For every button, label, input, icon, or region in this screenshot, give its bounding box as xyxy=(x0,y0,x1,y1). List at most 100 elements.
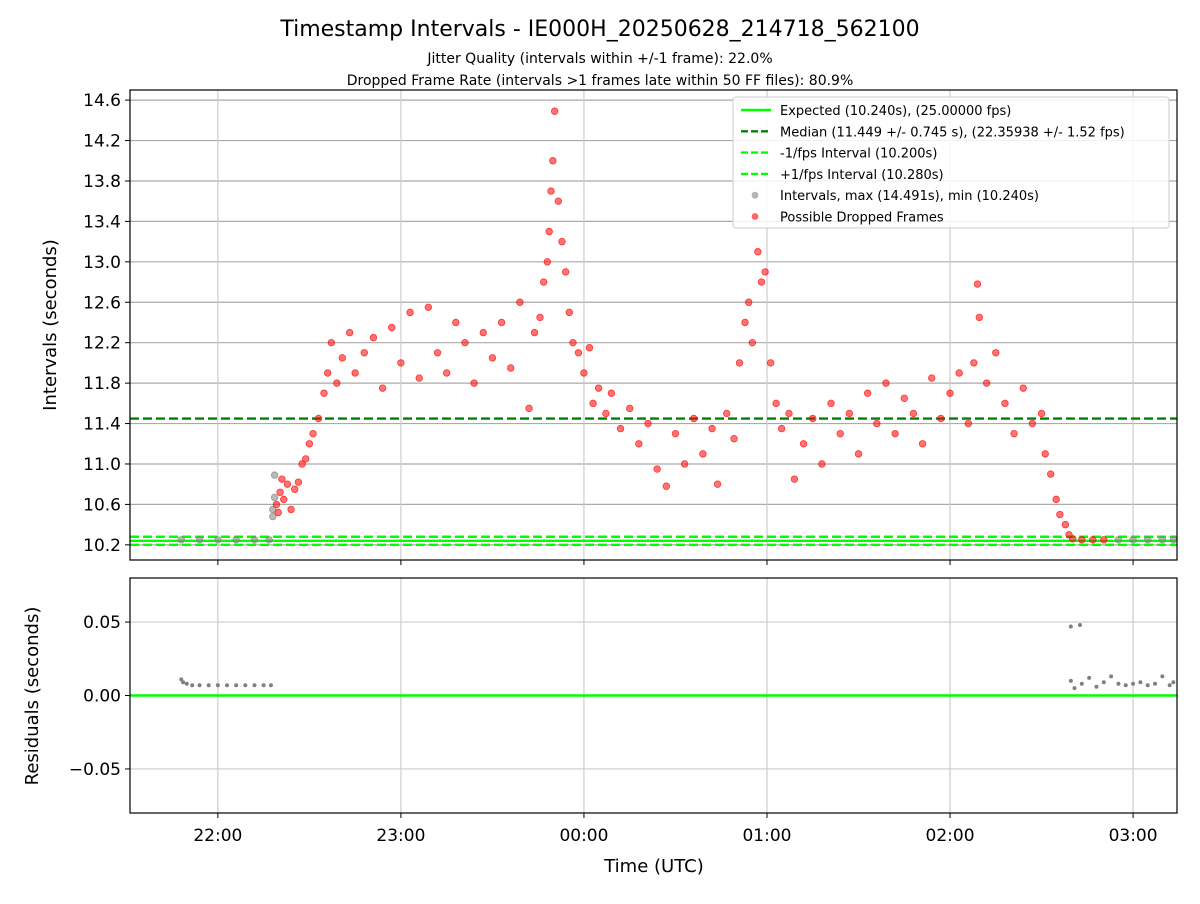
data-point xyxy=(766,359,775,367)
data-point xyxy=(369,333,378,342)
data-point xyxy=(265,536,273,544)
data-point xyxy=(1129,536,1137,544)
data-point xyxy=(565,308,574,317)
data-point xyxy=(1160,674,1165,679)
data-point xyxy=(1037,409,1046,418)
data-point xyxy=(280,495,288,504)
data-point xyxy=(181,680,186,685)
data-point xyxy=(298,460,306,468)
y-tick-label: 13.8 xyxy=(83,172,121,192)
data-point xyxy=(516,298,524,306)
data-point xyxy=(1052,495,1060,504)
data-point xyxy=(305,440,314,448)
data-point xyxy=(190,683,195,688)
data-point xyxy=(1114,536,1123,544)
x-tick-label: 22:00 xyxy=(193,826,242,846)
data-point xyxy=(309,429,317,438)
data-point xyxy=(818,460,826,468)
y-tick-label: 12.6 xyxy=(83,293,121,313)
y-tick-label: 11.0 xyxy=(83,455,121,475)
data-point xyxy=(547,187,555,195)
data-point xyxy=(291,485,299,493)
residuals-panel: −0.05 0.00 0.05 22:00 23:00 00:00 01:00 02:00 03… xyxy=(69,577,1178,846)
data-point xyxy=(1068,678,1073,683)
data-point xyxy=(975,313,984,322)
legend-label: Possible Dropped Frames xyxy=(780,211,944,226)
data-point xyxy=(388,323,396,332)
data-point xyxy=(197,683,202,688)
data-point xyxy=(836,429,844,438)
data-point xyxy=(397,359,405,367)
data-point xyxy=(507,364,515,372)
data-point xyxy=(554,197,563,205)
legend-box xyxy=(732,96,1170,229)
data-point xyxy=(406,308,414,317)
data-point xyxy=(757,278,766,286)
y-tick-label: 0.05 xyxy=(83,613,121,633)
data-point xyxy=(955,369,963,377)
data-point xyxy=(1138,680,1143,685)
data-point xyxy=(470,379,478,387)
data-point xyxy=(900,394,908,402)
data-point xyxy=(1078,536,1086,544)
data-point xyxy=(1089,536,1097,544)
y-tick-label: −0.05 xyxy=(69,760,121,780)
data-point xyxy=(970,359,978,367)
y-tick-label: 11.4 xyxy=(83,415,121,435)
y-tick-label: 11.8 xyxy=(83,374,121,394)
data-point xyxy=(735,359,744,367)
data-point xyxy=(1100,536,1108,544)
y-tick-label: 14.6 xyxy=(83,91,121,111)
data-point xyxy=(891,429,899,438)
data-point xyxy=(272,500,281,509)
data-point xyxy=(854,450,863,458)
data-point xyxy=(1144,536,1152,544)
data-point xyxy=(708,424,716,433)
data-point xyxy=(799,440,808,448)
data-point xyxy=(1087,675,1092,680)
data-point xyxy=(195,536,204,544)
data-point xyxy=(452,318,460,327)
data-point xyxy=(543,258,552,266)
data-point xyxy=(287,505,295,514)
data-point xyxy=(982,379,991,387)
data-point xyxy=(809,414,817,423)
data-point xyxy=(790,475,799,483)
data-point xyxy=(690,414,698,423)
data-point xyxy=(635,440,643,448)
data-point xyxy=(680,460,689,468)
data-point xyxy=(345,328,354,337)
legend-label: +1/fps Interval (10.280s) xyxy=(780,168,944,183)
data-point xyxy=(671,429,680,438)
data-point xyxy=(314,414,323,423)
data-point xyxy=(268,683,273,688)
data-point xyxy=(323,369,332,377)
data-point xyxy=(723,409,731,418)
x-tick-label: 00:00 xyxy=(559,826,608,846)
data-point xyxy=(785,409,793,418)
y-tick-label: 0.00 xyxy=(83,687,121,707)
data-point xyxy=(252,683,257,688)
data-point xyxy=(525,404,533,413)
data-point xyxy=(274,508,282,517)
data-point xyxy=(327,338,336,347)
legend-marker-swatch xyxy=(751,213,759,220)
data-point xyxy=(946,389,954,397)
data-point xyxy=(594,384,603,392)
x-tick-label: 03:00 xyxy=(1109,826,1158,846)
data-point xyxy=(973,280,982,288)
data-point xyxy=(574,349,583,357)
data-point xyxy=(215,683,220,688)
x-axis-label: Time (UTC) xyxy=(603,856,704,877)
data-point xyxy=(184,681,189,686)
data-point xyxy=(873,419,881,428)
data-point xyxy=(1072,686,1077,691)
data-point xyxy=(179,677,184,682)
data-point xyxy=(442,369,451,377)
data-point xyxy=(1123,683,1128,688)
data-point xyxy=(415,374,423,382)
data-point xyxy=(424,303,433,312)
chart-subtitle-jitter: Jitter Quality (intervals within +/-1 fr… xyxy=(426,51,772,67)
data-point xyxy=(1109,674,1114,679)
